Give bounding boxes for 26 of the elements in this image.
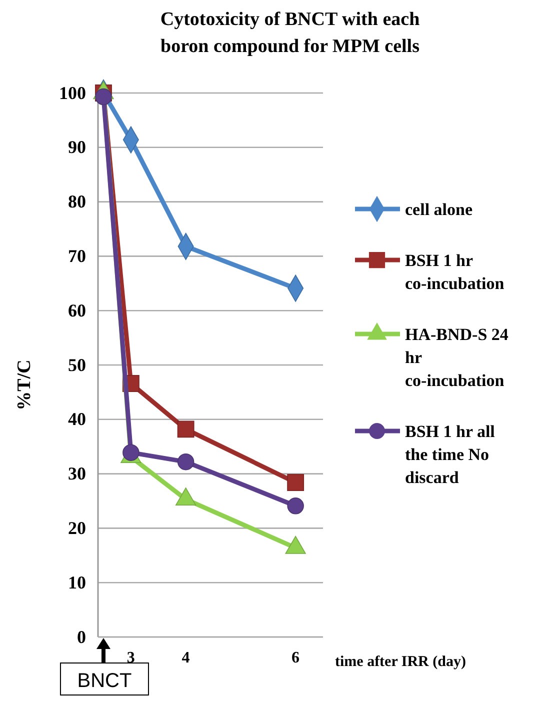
y-tick-label: 100 <box>59 82 86 103</box>
y-axis-title: %T/C <box>14 360 35 410</box>
point <box>287 498 304 514</box>
y-tick-label: 40 <box>68 409 86 430</box>
y-tick-label: 50 <box>68 354 86 375</box>
y-tick-label: 20 <box>68 518 86 538</box>
x-tick-label: 3 <box>126 649 135 666</box>
legend-label: cell alone <box>405 200 473 219</box>
y-tick-label: 30 <box>68 464 86 484</box>
x-tick-label: 4 <box>182 649 190 666</box>
x-axis-title: time after IRR (day) <box>335 654 466 670</box>
y-tick-label: 90 <box>68 137 86 158</box>
y-tick-label: 0 <box>77 626 86 647</box>
point <box>177 453 194 470</box>
text: BNCT <box>77 670 132 692</box>
chart-title: Cytotoxicity of BNCT with each boron compound for MPM cells <box>160 9 420 57</box>
y-tick-label: 60 <box>68 300 86 320</box>
legend-label: HA-BND-S 24 hr co-incubation <box>405 325 509 390</box>
point <box>287 474 304 491</box>
x-tick-label: 6 <box>292 649 300 666</box>
y-tick-label: 80 <box>68 192 86 212</box>
legend-label: BSH 1 hr all the time No discard <box>405 422 496 487</box>
y-tick-label: 10 <box>68 572 86 592</box>
legend-label: BSH 1 hr co-incubation <box>405 251 505 293</box>
y-tick-label: 70 <box>68 246 86 266</box>
point <box>177 420 194 438</box>
